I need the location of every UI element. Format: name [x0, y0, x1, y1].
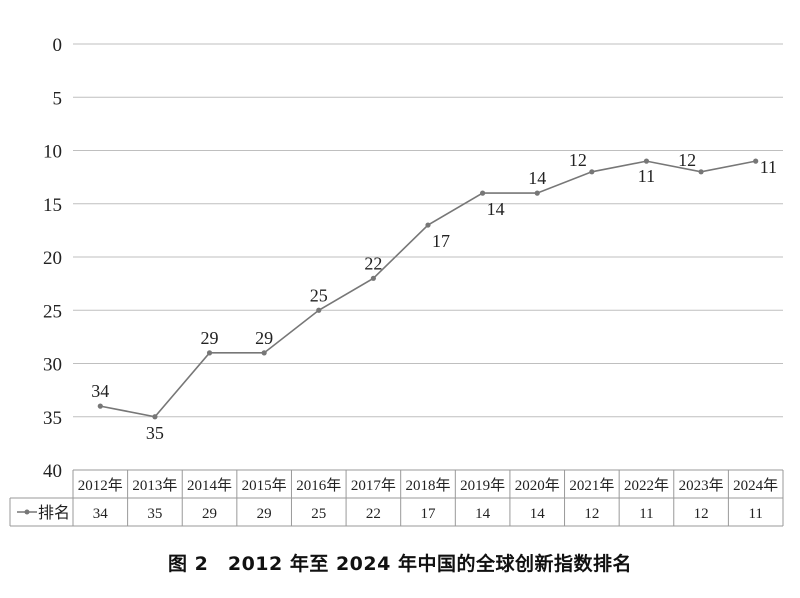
table-value-cell: 14: [475, 506, 491, 522]
data-label: 25: [310, 285, 328, 305]
data-point: [698, 169, 704, 175]
x-category-label: 2021年: [569, 477, 614, 494]
x-category-label: 2012年: [78, 477, 123, 494]
figure-caption: 图 2 2012 年至 2024 年中国的全球创新指数排名: [168, 553, 632, 575]
table-value-cell: 12: [694, 506, 709, 522]
y-tick-label: 15: [43, 195, 62, 216]
data-label: 14: [487, 199, 505, 219]
data-point: [643, 158, 650, 164]
x-category-label: 2020年: [515, 477, 560, 494]
table-value-cell: 29: [202, 506, 217, 522]
data-point: [152, 414, 158, 420]
data-labels: 34 35 29 29 25 22 17 14 14 12 11 12 11: [91, 150, 777, 443]
x-category-label: 2013年: [132, 477, 177, 494]
grid-lines: [73, 43, 783, 418]
data-label: 17: [432, 231, 450, 251]
data-table: 2012年 2013年 2014年 2015年 2016年 2017年 2018年 2019年…: [9, 469, 784, 527]
data-label: 11: [638, 166, 655, 186]
y-tick-label: 10: [43, 142, 62, 163]
x-category-label: 2019年: [460, 477, 505, 494]
y-tick-label: 0: [53, 35, 63, 56]
data-point: [316, 307, 322, 313]
table-value-cell: 11: [639, 506, 653, 522]
y-axis-ticks: 0 5 10 15 20 25 30 35 40: [43, 35, 62, 482]
x-category-label: 2017年: [351, 477, 396, 494]
table-value-cell: 17: [421, 506, 437, 522]
data-label: 29: [201, 328, 219, 348]
table-value-cell: 14: [530, 506, 546, 522]
table-value-cell: 29: [257, 506, 272, 522]
x-category-label: 2015年: [242, 477, 287, 494]
x-category-label: 2022年: [624, 477, 669, 494]
y-tick-label: 20: [43, 248, 62, 269]
table-value-cell: 22: [366, 506, 381, 522]
data-point: [480, 190, 486, 196]
data-point: [206, 350, 213, 356]
data-label: 22: [364, 253, 382, 273]
x-category-label: 2024年: [733, 477, 778, 494]
data-point: [425, 222, 431, 228]
table-value-cell: 11: [748, 506, 762, 522]
y-tick-label: 5: [53, 88, 63, 109]
table-value-cell: 35: [147, 506, 162, 522]
data-point: [97, 403, 103, 409]
data-label: 34: [91, 381, 109, 401]
data-point: [370, 275, 376, 281]
data-label: 35: [146, 423, 164, 443]
data-point: [589, 169, 595, 175]
x-category-label: 2023年: [679, 477, 724, 494]
data-point: [753, 158, 759, 164]
data-label: 12: [678, 150, 696, 170]
legend-marker-key: [24, 509, 30, 515]
series-line: [100, 160, 756, 418]
y-tick-label: 35: [43, 408, 62, 429]
table-value-cell: 12: [584, 506, 599, 522]
table-value-cell: 25: [311, 506, 326, 522]
legend-label: 排名: [38, 504, 70, 522]
x-category-label: 2014年: [187, 477, 232, 494]
data-label: 12: [569, 150, 587, 170]
data-label: 14: [528, 168, 546, 188]
y-tick-label: 25: [43, 301, 62, 322]
y-tick-label: 30: [43, 355, 62, 376]
data-point: [534, 190, 540, 196]
x-category-label: 2018年: [405, 477, 450, 494]
y-tick-label: 40: [43, 461, 62, 482]
series-rank: [97, 158, 759, 420]
x-category-label: 2016年: [296, 477, 341, 494]
data-label: 29: [255, 328, 273, 348]
data-label: 11: [760, 157, 777, 177]
data-point: [261, 350, 267, 356]
table-value-cell: 34: [93, 506, 109, 522]
